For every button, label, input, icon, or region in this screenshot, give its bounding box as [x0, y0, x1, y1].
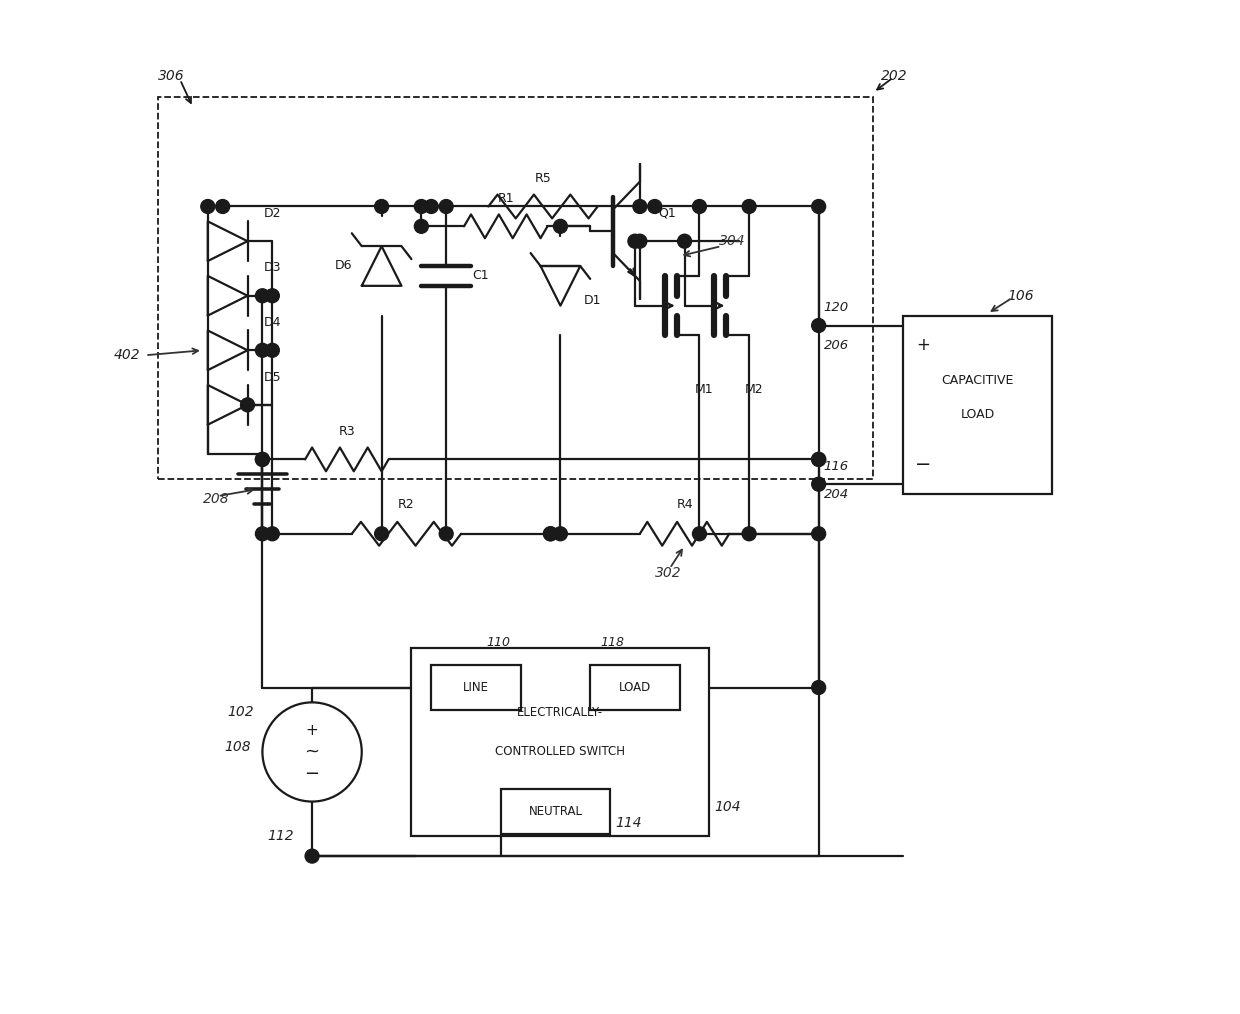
Text: 202: 202 — [882, 69, 908, 82]
Bar — [501, 789, 610, 834]
Circle shape — [743, 527, 756, 540]
Text: R5: R5 — [534, 172, 552, 186]
Circle shape — [255, 289, 269, 303]
Text: D6: D6 — [335, 260, 352, 273]
Text: LINE: LINE — [463, 681, 489, 694]
Circle shape — [255, 452, 269, 466]
Circle shape — [647, 200, 662, 213]
Text: 112: 112 — [268, 829, 294, 844]
Circle shape — [265, 527, 279, 540]
Circle shape — [553, 219, 568, 233]
Text: ~: ~ — [305, 743, 320, 760]
Circle shape — [812, 527, 826, 540]
Text: CAPACITIVE: CAPACITIVE — [941, 373, 1014, 386]
Text: LOAD: LOAD — [619, 681, 651, 694]
Text: C1: C1 — [472, 270, 490, 283]
Text: 302: 302 — [655, 567, 682, 580]
Circle shape — [255, 344, 269, 357]
Text: D5: D5 — [264, 370, 281, 383]
Circle shape — [439, 200, 453, 213]
Circle shape — [216, 200, 229, 213]
Text: 104: 104 — [714, 799, 742, 813]
Circle shape — [677, 234, 692, 248]
Circle shape — [414, 200, 428, 213]
Text: M1: M1 — [696, 383, 714, 396]
Text: 118: 118 — [600, 637, 624, 649]
Circle shape — [241, 397, 254, 412]
Circle shape — [255, 527, 269, 540]
Circle shape — [201, 200, 215, 213]
Circle shape — [543, 527, 558, 540]
Circle shape — [305, 849, 319, 863]
Text: R4: R4 — [676, 498, 693, 510]
Text: R3: R3 — [339, 425, 355, 438]
Text: D4: D4 — [264, 316, 281, 329]
Circle shape — [632, 200, 647, 213]
Text: 120: 120 — [823, 301, 848, 314]
Text: 102: 102 — [228, 706, 254, 719]
Text: D2: D2 — [264, 207, 281, 220]
Text: M2: M2 — [745, 383, 764, 396]
Circle shape — [692, 200, 707, 213]
Text: 110: 110 — [486, 637, 510, 649]
Text: D3: D3 — [264, 262, 281, 275]
Text: Q1: Q1 — [657, 207, 676, 220]
Circle shape — [812, 318, 826, 333]
Circle shape — [632, 234, 647, 248]
Text: +: + — [306, 723, 319, 737]
Circle shape — [414, 219, 428, 233]
Text: 116: 116 — [823, 459, 848, 473]
Circle shape — [812, 680, 826, 695]
Text: R2: R2 — [398, 498, 414, 510]
Text: 114: 114 — [615, 816, 641, 830]
Text: 208: 208 — [203, 492, 229, 506]
Circle shape — [374, 200, 388, 213]
Circle shape — [553, 527, 568, 540]
Bar — [903, 315, 1052, 494]
Circle shape — [692, 527, 707, 540]
Text: LOAD: LOAD — [961, 409, 994, 421]
Text: R1: R1 — [497, 192, 515, 205]
Circle shape — [265, 289, 279, 303]
Circle shape — [743, 200, 756, 213]
Circle shape — [265, 344, 279, 357]
Circle shape — [439, 527, 453, 540]
Text: −: − — [915, 455, 931, 474]
Bar — [412, 648, 709, 837]
Text: NEUTRAL: NEUTRAL — [528, 805, 583, 818]
Circle shape — [543, 527, 558, 540]
Text: 304: 304 — [719, 234, 746, 248]
Text: 206: 206 — [823, 339, 848, 352]
Circle shape — [812, 452, 826, 466]
Text: 108: 108 — [224, 740, 252, 754]
Circle shape — [374, 527, 388, 540]
Text: 306: 306 — [159, 69, 185, 82]
Text: 204: 204 — [823, 488, 848, 501]
Text: D1: D1 — [584, 294, 601, 307]
Text: ELECTRICALLY-: ELECTRICALLY- — [517, 706, 604, 719]
Text: −: − — [305, 765, 320, 783]
Circle shape — [255, 452, 269, 466]
Bar — [590, 665, 680, 710]
Circle shape — [424, 200, 438, 213]
Circle shape — [812, 200, 826, 213]
Circle shape — [627, 234, 642, 248]
Text: 402: 402 — [113, 348, 140, 362]
Text: CONTROLLED SWITCH: CONTROLLED SWITCH — [496, 745, 625, 758]
Bar — [432, 665, 521, 710]
Text: 106: 106 — [1007, 289, 1034, 303]
Circle shape — [812, 478, 826, 491]
Bar — [159, 97, 873, 480]
Text: +: + — [916, 337, 930, 354]
Circle shape — [812, 452, 826, 466]
